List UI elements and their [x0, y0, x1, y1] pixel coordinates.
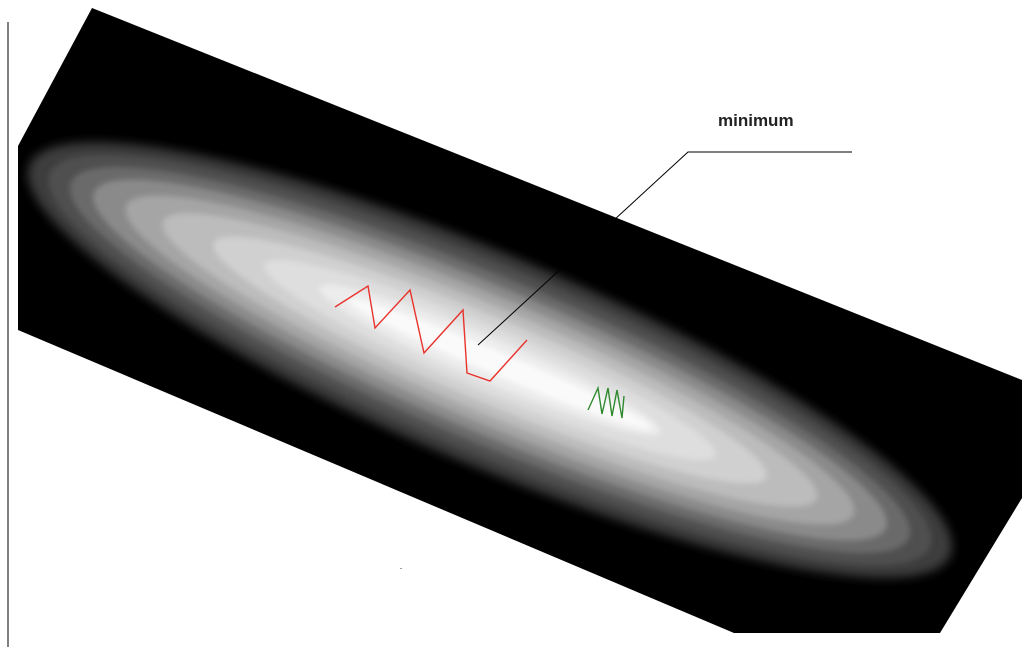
minimum-label: minimum — [718, 111, 794, 130]
minimum-leader-line — [477, 151, 852, 346]
contour-rings — [27, 142, 953, 578]
stray-dot — [400, 568, 402, 569]
red-descent-path — [334, 284, 528, 382]
green-descent-path — [587, 385, 625, 419]
contour-ring-core — [347, 298, 652, 430]
